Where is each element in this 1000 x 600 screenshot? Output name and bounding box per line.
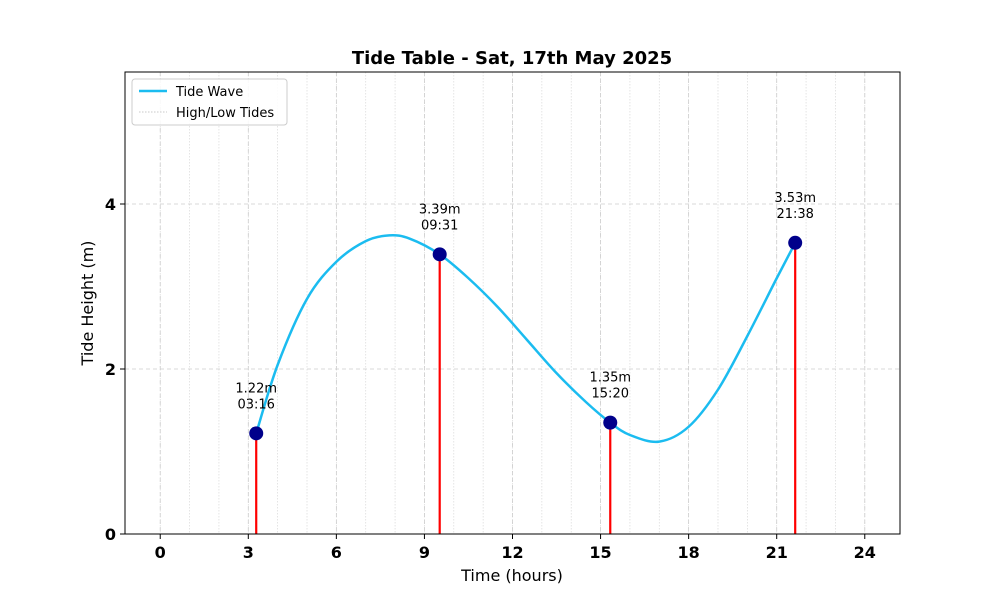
x-tick-label: 9 (419, 543, 430, 562)
tide-marker (788, 235, 803, 250)
tide-time-label: 15:20 (592, 387, 629, 402)
tide-height-label: 3.39m (419, 202, 461, 217)
y-axis-label: Tide Height (m) (78, 241, 97, 367)
legend-box (131, 78, 288, 126)
y-tick-label: 4 (105, 195, 116, 214)
tide-wave-line (255, 233, 797, 444)
x-tick-label: 15 (589, 543, 611, 562)
tide-marker (249, 426, 264, 441)
y-tick-label: 0 (105, 525, 116, 544)
legend-label-tide-wave: Tide Wave (175, 85, 243, 100)
tide-time-label: 09:31 (421, 218, 458, 233)
tide-marker (603, 415, 618, 430)
tide-height-label: 3.53m (774, 191, 816, 206)
x-tick-label: 3 (243, 543, 254, 562)
tide-height-label: 1.35m (589, 371, 631, 386)
x-tick-label: 18 (678, 543, 700, 562)
legend: Tide Wave High/Low Tides (131, 78, 288, 126)
y-tick-label: 2 (105, 360, 116, 379)
tide-time-label: 21:38 (776, 207, 813, 222)
x-axis-label: Time (hours) (460, 566, 563, 585)
x-tick-label: 0 (155, 543, 166, 562)
x-tick-label: 24 (854, 543, 876, 562)
chart-title: Tide Table - Sat, 17th May 2025 (352, 48, 672, 69)
tide-marker (432, 247, 447, 262)
tide-time-label: 03:16 (237, 397, 274, 412)
legend-label-high-low-tides: High/Low Tides (176, 106, 274, 121)
grid (125, 72, 900, 535)
x-tick-label: 12 (501, 543, 523, 562)
x-tick-label: 21 (766, 543, 788, 562)
tide-height-label: 1.22m (235, 381, 277, 396)
x-tick-label: 6 (331, 543, 342, 562)
